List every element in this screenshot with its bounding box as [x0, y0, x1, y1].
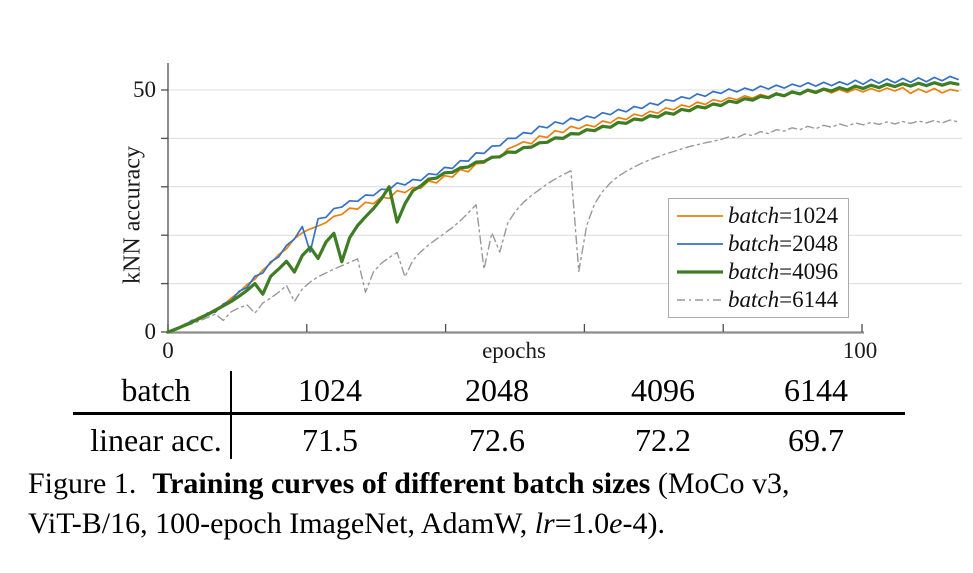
series-line-batch6144	[167, 119, 959, 333]
x-tick-label-100: 100	[842, 338, 878, 363]
legend-label: batch	[728, 203, 780, 228]
table-horizontal-rule	[73, 412, 905, 415]
legend-line-sample-batch-2048	[677, 239, 723, 249]
caption-e-italic: e	[609, 507, 623, 540]
legend-row-batch-2048: batch =2048	[677, 231, 842, 257]
caption-text: ViT-B/16, 100-epoch ImageNet, AdamW,	[28, 507, 535, 540]
table-batch-value: 4096	[631, 372, 695, 408]
table-acc-value: 72.6	[469, 422, 525, 458]
legend-line-sample-batch-1024	[677, 211, 723, 221]
series-line-batch4096	[166, 81, 960, 334]
legend-label: batch	[728, 259, 780, 284]
table-vertical-rule	[230, 371, 232, 459]
caption-line-1: Figure 1. Training curves of different ba…	[28, 464, 968, 504]
legend-row-batch-4096: batch =4096	[677, 259, 842, 285]
legend-label: batch	[728, 231, 780, 256]
legend-line-sample-batch-6144	[677, 295, 723, 305]
caption-text: =1.0	[554, 507, 610, 540]
table-acc-value: 69.7	[788, 422, 844, 458]
legend-line-sample-batch-4096	[677, 267, 723, 277]
legend-label: batch	[728, 287, 780, 312]
y-tick-label-0: 0	[144, 319, 157, 344]
legend-row-batch-6144: batch =6144	[677, 287, 842, 313]
y-tick-label-50: 50	[133, 77, 156, 102]
y-axis-title: kNN accuracy	[119, 146, 146, 284]
table-header-batch: batch	[121, 372, 191, 408]
caption-title: Training curves of different batch sizes	[152, 467, 651, 500]
caption-text: -4).	[622, 507, 665, 540]
series-line-batch2048	[167, 75, 959, 333]
legend-row-batch-1024: batch =1024	[677, 203, 842, 229]
table-acc-value: 71.5	[302, 422, 358, 458]
table-row-label-linear-acc: linear acc.	[90, 422, 222, 458]
table-acc-value: 72.2	[635, 422, 691, 458]
x-tick-label-0: 0	[162, 338, 174, 363]
x-axis-title: epochs	[482, 338, 546, 363]
caption-line-2: ViT-B/16, 100-epoch ImageNet, AdamW, lr=…	[28, 504, 968, 544]
table-batch-value: 2048	[465, 372, 529, 408]
caption-text: (MoCo v3,	[650, 467, 790, 500]
table-batch-value: 1024	[298, 372, 362, 408]
chart-svg	[161, 63, 962, 334]
table-batch-value: 6144	[784, 372, 848, 408]
caption-lr-italic: lr	[534, 507, 555, 540]
caption-figure-number: Figure 1.	[28, 467, 137, 500]
figure-caption: Figure 1. Training curves of different ba…	[28, 464, 968, 544]
chart-legend: batch =1024 batch =2048 batch =4096 batch =6…	[668, 198, 849, 318]
training-curves-chart	[161, 63, 962, 334]
